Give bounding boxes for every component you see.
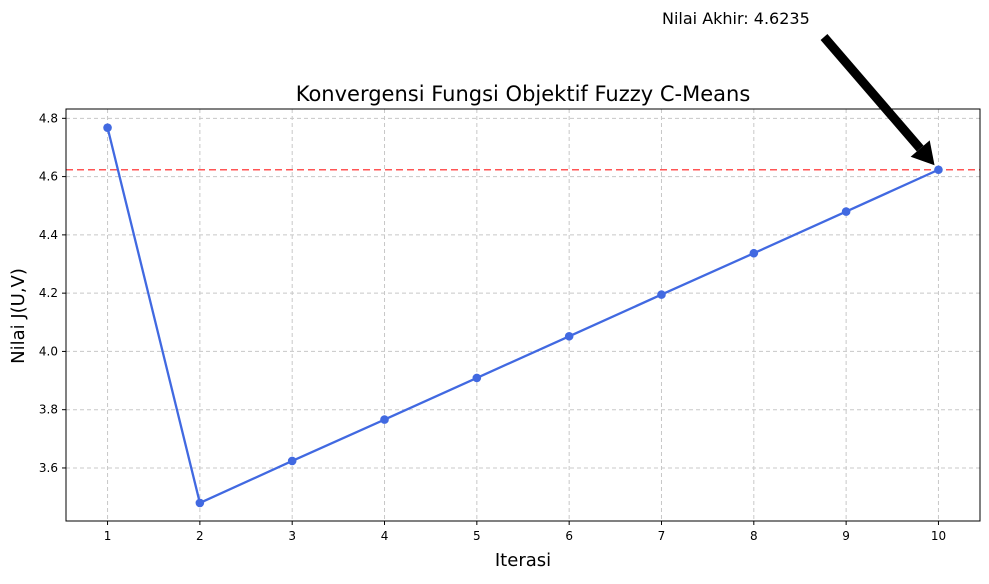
x-tick-label: 5 [473, 529, 481, 543]
chart-title: Konvergensi Fungsi Objektif Fuzzy C-Mean… [296, 82, 751, 106]
data-point [657, 290, 666, 299]
y-tick-label: 3.6 [39, 461, 58, 475]
y-tick-label: 4.8 [39, 111, 58, 125]
x-tick-label: 4 [381, 529, 389, 543]
ticks: 1 2 3 4 5 6 7 8 9 10 3.6 3.8 4.0 4.2 4.4 4.6 4.8 [39, 111, 946, 543]
x-tick-label: 2 [196, 529, 204, 543]
data-point [934, 165, 943, 175]
data-point [564, 331, 574, 341]
annotation-layer: Nilai Akhir: 4.6235 [662, 9, 935, 166]
data-point [287, 456, 297, 466]
final-value-annotation: Nilai Akhir: 4.6235 [662, 9, 810, 28]
y-tick-label: 4.6 [39, 170, 58, 184]
x-tick-label: 3 [288, 529, 296, 543]
y-tick-label: 4.0 [39, 344, 58, 358]
x-tick-label: 1 [104, 529, 112, 543]
y-tick-label: 3.8 [39, 403, 58, 417]
series-layer [103, 123, 943, 508]
series-line [106, 127, 939, 505]
x-tick-label: 9 [842, 529, 850, 543]
data-point [103, 123, 112, 132]
plot-frame [65, 108, 981, 522]
data-point [380, 415, 389, 424]
data-point [195, 498, 205, 508]
y-tick-label: 4.4 [39, 228, 58, 242]
data-point [749, 248, 759, 258]
y-tick-label: 4.2 [39, 286, 58, 300]
x-axis-label: Iterasi [495, 550, 551, 571]
grid [66, 109, 980, 521]
x-tick-label: 10 [931, 529, 946, 543]
annotation-arrow-head [910, 140, 935, 166]
x-tick-label: 6 [565, 529, 573, 543]
x-tick-label: 7 [658, 529, 666, 543]
y-axis-label: Nilai J(U,V) [8, 268, 29, 364]
x-tick-label: 8 [750, 529, 758, 543]
data-point [841, 207, 851, 216]
annotation-arrow-shaft [820, 34, 924, 152]
data-point [472, 373, 482, 383]
